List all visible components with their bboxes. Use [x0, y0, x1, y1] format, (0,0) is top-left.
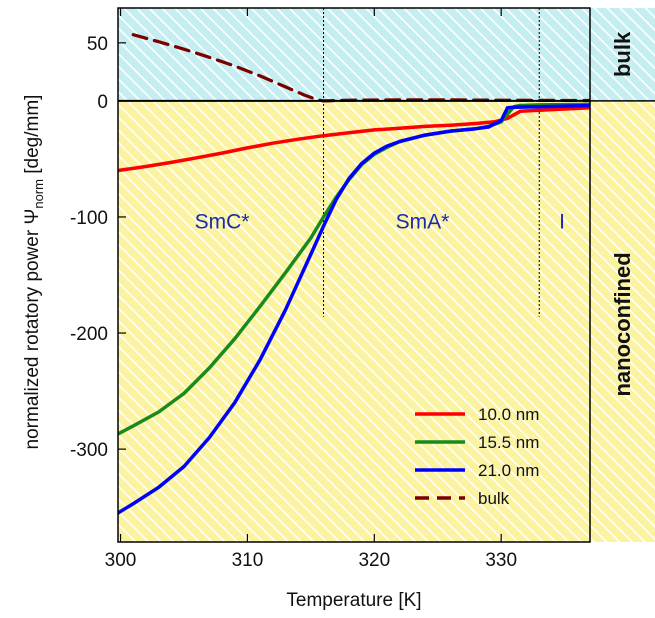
- legend-label-0: 10.0 nm: [478, 405, 539, 424]
- y-tick-label-3: -200: [70, 324, 108, 345]
- bulk-region-label: bulk: [610, 31, 635, 77]
- background-bands: [118, 8, 655, 542]
- y-axis-title-subscript: norm: [31, 179, 46, 209]
- bulk-band: [118, 8, 590, 101]
- y-ticks: 50 0 -100 -200 -300: [70, 34, 126, 461]
- series-line-2: [118, 103, 590, 515]
- y-axis-title-main: normalized rotatory power Ψ: [22, 209, 43, 450]
- x-tick-label-0: 300: [105, 550, 137, 571]
- x-axis-title: Temperature [K]: [286, 590, 421, 611]
- x-tick-label-1: 310: [232, 550, 264, 571]
- y-axis-title: normalized rotatory power Ψnorm [deg/mm]: [22, 95, 46, 450]
- legend: 10.0 nm 15.5 nm 21.0 nm bulk: [415, 405, 539, 508]
- y-tick-label-1: 0: [97, 92, 108, 113]
- y-tick-label-4: -300: [70, 440, 108, 461]
- y-axis-title-unit: [deg/mm]: [22, 95, 43, 179]
- x-ticks: 300 310 320 330: [105, 8, 517, 571]
- y-tick-label-0: 50: [87, 34, 108, 55]
- phase-label-2: I: [559, 211, 565, 234]
- phase-labels: SmC* SmA* I: [195, 211, 565, 234]
- x-tick-label-3: 330: [485, 550, 517, 571]
- nanoconfined-region-label: nanoconfined: [610, 252, 635, 396]
- bulk-strip: [590, 8, 655, 101]
- legend-label-3: bulk: [478, 489, 510, 508]
- phase-boundaries: [323, 8, 540, 317]
- phase-label-1: SmA*: [396, 211, 450, 234]
- nanoconfined-strip: [590, 100, 655, 542]
- x-tick-label-2: 320: [358, 550, 390, 571]
- legend-label-1: 15.5 nm: [478, 433, 539, 452]
- series-line-0: [118, 106, 590, 173]
- phase-label-0: SmC*: [195, 211, 250, 234]
- series: [118, 33, 590, 515]
- plot-frame: [117, 7, 591, 543]
- y-tick-label-2: -100: [70, 208, 108, 229]
- legend-label-2: 21.0 nm: [478, 461, 539, 480]
